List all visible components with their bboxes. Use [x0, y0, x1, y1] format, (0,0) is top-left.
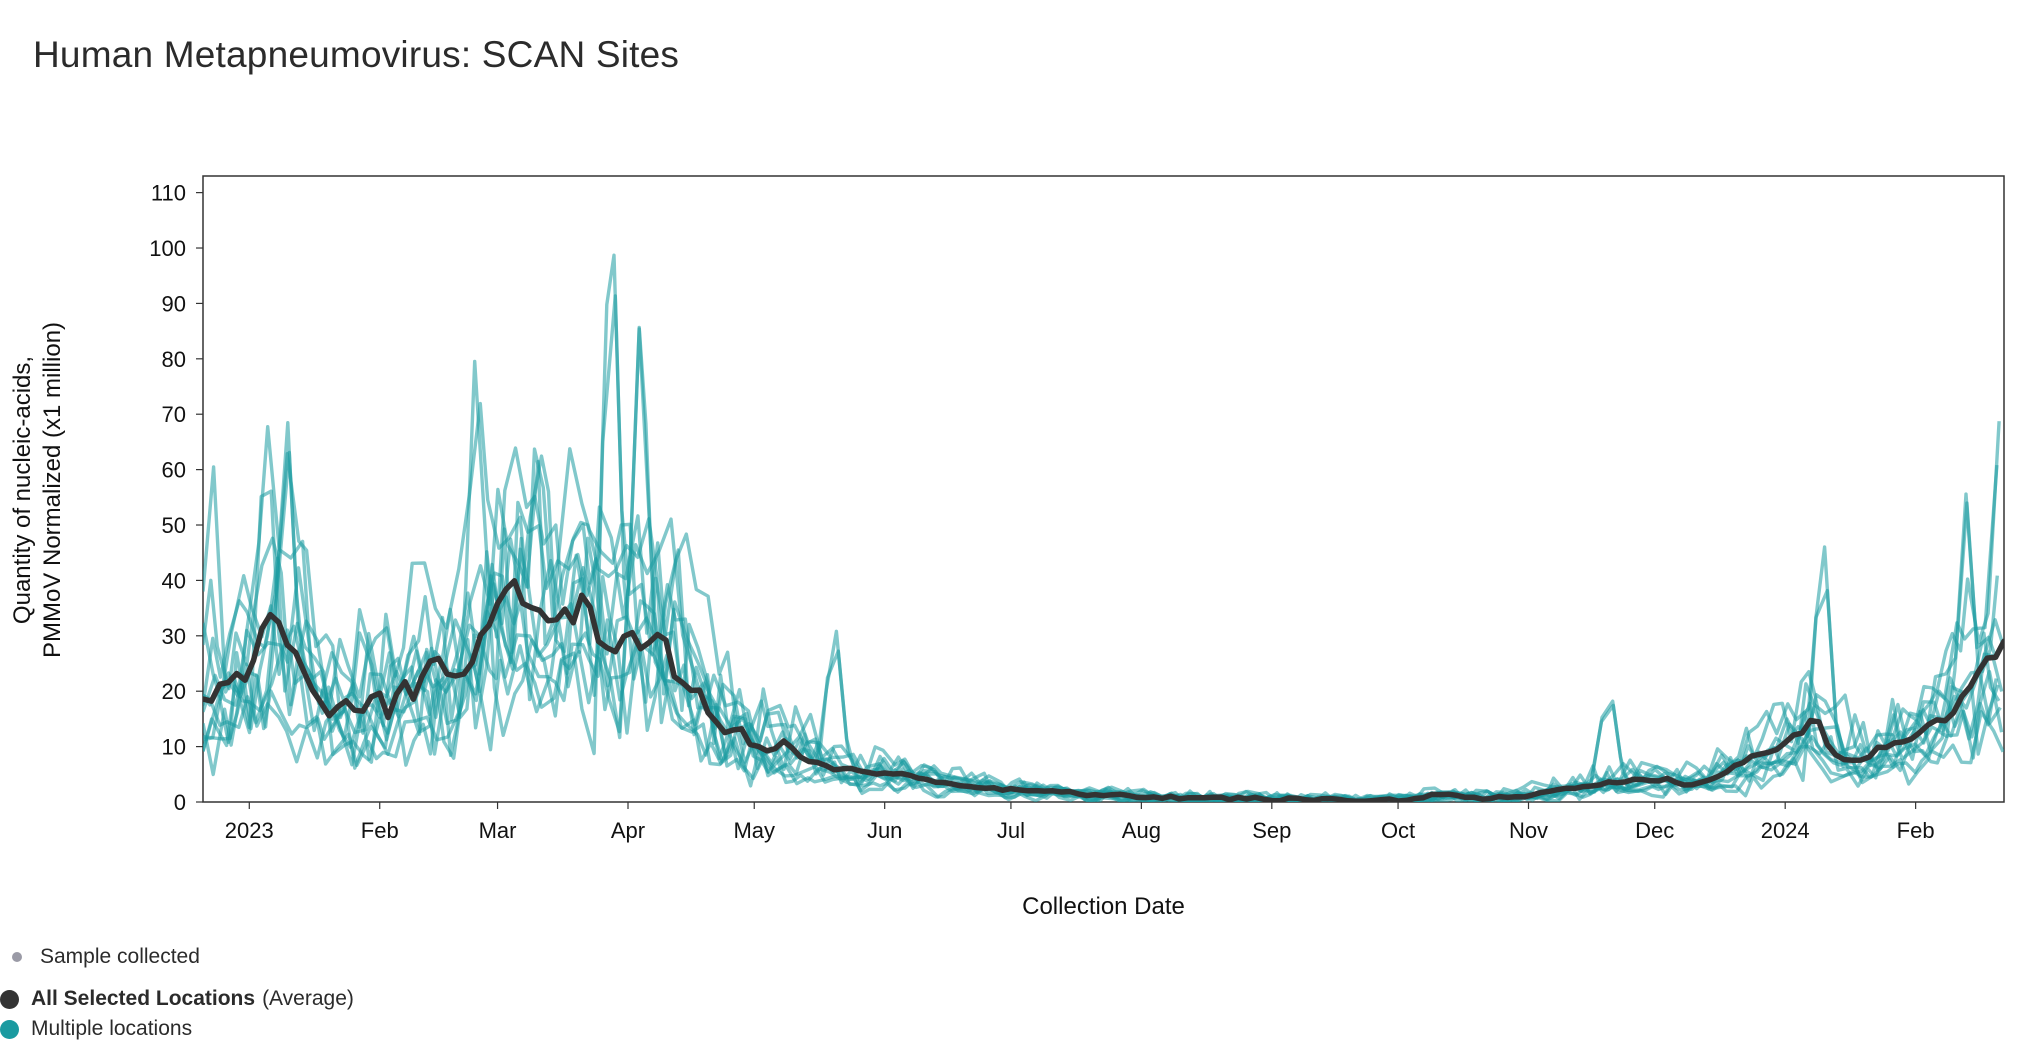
x-tick-label: Oct: [1381, 818, 1415, 843]
x-tick-label: Nov: [1509, 818, 1548, 843]
x-tick-label: 2023: [225, 818, 274, 843]
legend-item-sample[interactable]: Sample collected: [12, 945, 200, 969]
x-tick-label: Feb: [1897, 818, 1935, 843]
x-tick-label: 2024: [1761, 818, 1810, 843]
y-tick-label: 90: [162, 291, 186, 316]
y-tick-label: 110: [151, 181, 186, 206]
x-tick-label: May: [733, 818, 775, 843]
x-tick-label: Apr: [611, 818, 645, 843]
x-tick-label: Sep: [1252, 818, 1291, 843]
legend-item-average[interactable]: All Selected Locations (Average): [0, 987, 354, 1011]
locations-dot-icon: [0, 1019, 19, 1039]
legend-sample-label: Sample collected: [40, 945, 200, 968]
y-axis-label: Quantity of nucleic-acids, PMMoV Normaliz…: [9, 322, 66, 658]
x-tick-label: Aug: [1122, 818, 1161, 843]
y-tick-label: 30: [162, 624, 186, 649]
x-axis-label: Collection Date: [1022, 893, 1185, 920]
average-dot-icon: [0, 989, 19, 1009]
y-tick-label: 80: [162, 347, 186, 372]
chart-title: Human Metapneumovirus: SCAN Sites: [33, 34, 680, 75]
y-tick-label: 10: [162, 735, 186, 760]
average-series-line: [203, 578, 2004, 802]
y-tick-label: 0: [174, 790, 186, 815]
legend-average-suffix: (Average): [262, 987, 354, 1010]
y-tick-label: 100: [149, 236, 186, 261]
location-lines: [203, 253, 2004, 802]
sample-dot-icon: [12, 952, 22, 962]
y-tick-label: 20: [162, 679, 186, 704]
legend-item-locations[interactable]: Multiple locations: [0, 1017, 192, 1041]
y-tick-label: 40: [162, 568, 186, 593]
x-tick-label: Feb: [361, 818, 399, 843]
x-tick-label: Jun: [867, 818, 902, 843]
x-tick-label: Jul: [997, 818, 1025, 843]
y-tick-label: 50: [162, 513, 186, 538]
legend-locations-label: Multiple locations: [31, 1017, 193, 1040]
x-tick-label: Mar: [479, 818, 517, 843]
legend-average-label: All Selected Locations: [31, 987, 256, 1010]
plot-frame: [202, 175, 2005, 803]
x-tick-label: Dec: [1635, 818, 1674, 843]
y-tick-label: 60: [162, 458, 186, 483]
y-tick-label: 70: [162, 402, 186, 427]
